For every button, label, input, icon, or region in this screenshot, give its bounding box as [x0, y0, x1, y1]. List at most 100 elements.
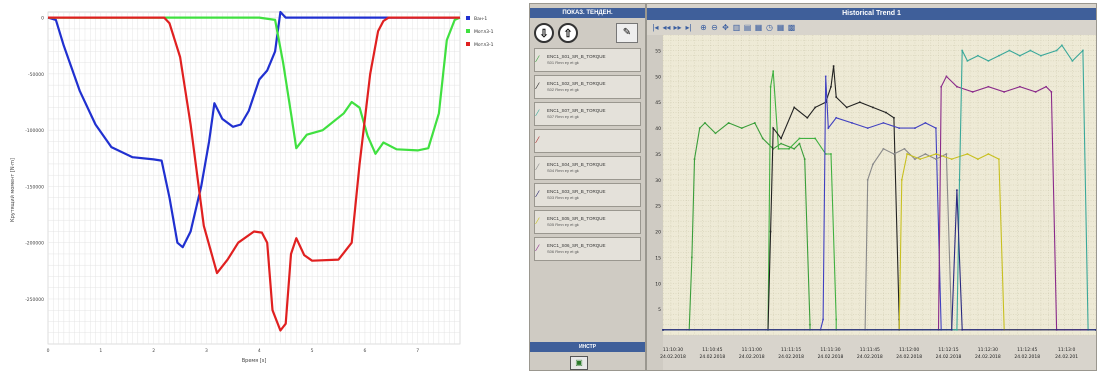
y-tick-label: 25: [655, 204, 661, 210]
tag-description: S04 Rmn ey et gk: [547, 168, 579, 173]
legend-label-motl-2: Мотл3-1: [474, 42, 494, 48]
trend-point: [769, 85, 772, 88]
trend-point: [1050, 91, 1053, 93]
historical-trend-window: ПОКАЗ. ТЕНДЕН. ⇩ ⇧ ✎ ⁄ ENC1_S01_SR_B_TORQ…: [529, 3, 1097, 371]
y-tick-label: 10: [655, 281, 661, 287]
trend-point: [1095, 329, 1096, 331]
ruler-icon[interactable]: ▥: [732, 23, 741, 32]
x-tick-date: 24.02.2018: [1014, 354, 1040, 360]
trend-point: [898, 127, 900, 129]
x-tick-time: 11:12:15: [938, 347, 958, 353]
tag-item[interactable]: ⁄ ENC1_S02_SR_B_TORQUE S02 Rmn ey et gk: [534, 75, 641, 99]
trend-point: [740, 127, 743, 129]
trend-point: [830, 85, 832, 88]
trend-title: Historical Trend 1: [647, 8, 1096, 20]
tag-item[interactable]: ⁄ ENC1_S04_SR_B_TORQUE S04 Rmn ey et gk: [534, 156, 641, 180]
pen-color-icon: ⁄: [537, 81, 539, 91]
zoom-in-icon[interactable]: ⊕: [700, 23, 707, 32]
legend-label-van-1: Ван-1: [474, 16, 487, 22]
tag-description: S07 Rmn ey et gk: [547, 114, 579, 119]
y-tick-label: 40: [655, 126, 661, 132]
trend-point: [956, 85, 958, 88]
trend-point: [814, 106, 817, 109]
trend-point: [906, 153, 908, 155]
trend-point: [956, 189, 958, 191]
trend-point: [885, 111, 887, 114]
trend-point: [950, 329, 953, 331]
scroll-down-button[interactable]: ⇩: [534, 23, 554, 43]
sidebar-title: ПОКАЗ. ТЕНДЕН.: [530, 8, 645, 18]
trend-point: [693, 158, 696, 160]
pan-icon[interactable]: ✥: [722, 23, 729, 32]
trend-point: [940, 85, 942, 88]
trend-point: [1071, 60, 1074, 62]
y-tick-label: 50: [655, 74, 661, 80]
tag-name: ENC1_S02_SR_B_TORQUE: [547, 81, 606, 86]
x-tick-time: 11:10:30: [663, 347, 683, 353]
trend-point: [1040, 54, 1042, 57]
x-tick-label: 5: [311, 348, 314, 354]
first-page-icon[interactable]: |◂: [652, 23, 659, 32]
pen-color-icon: ⁄: [537, 162, 539, 172]
trend-point: [935, 158, 937, 160]
last-page-icon[interactable]: ▸|: [685, 23, 692, 32]
trend-point: [1003, 91, 1005, 93]
legend-swatch-van-1: [466, 16, 470, 20]
trend-point: [714, 132, 717, 135]
trend-point: [924, 122, 927, 124]
tag-item[interactable]: ⁄ ENC1_S06_SR_B_TORQUE S06 Rmn ey et gk: [534, 237, 641, 261]
trend-point: [761, 137, 764, 140]
trend-point: [780, 142, 782, 145]
rewind-icon[interactable]: ◂◂: [662, 23, 671, 32]
trend-point: [793, 147, 796, 150]
arrow-down-icon: ⇩: [539, 27, 549, 40]
x-axis-label: Время [s]: [242, 358, 267, 364]
tag-item[interactable]: ⁄ ENC1_S05_SR_B_TORQUE S05 Rmn ey et gk: [534, 210, 641, 234]
tag-item[interactable]: ⁄ ENC1_S07_SR_B_TORQUE S07 Rmn ey et gk: [534, 102, 641, 126]
instruments-header: ИНСТР: [530, 342, 645, 352]
series-line-3: [48, 16, 460, 332]
tag-description: S03 Rmn ey et gk: [547, 195, 579, 200]
trend-point: [866, 179, 869, 181]
trend-point: [919, 158, 921, 160]
config-icon[interactable]: ▩: [787, 23, 796, 32]
x-tick-date: 24.02.2018: [975, 354, 1001, 360]
grid-icon[interactable]: ▦: [776, 23, 785, 32]
history-icon[interactable]: ◷: [766, 23, 773, 32]
tag-item[interactable]: ⁄ ENC1_S01_SR_B_TORQUE S01 Rmn ey et gk: [534, 48, 641, 72]
pen-settings-button[interactable]: ✎: [616, 23, 638, 43]
trend-point: [866, 127, 869, 129]
trend-point: [824, 153, 827, 155]
trend-point: [798, 137, 801, 140]
legend-swatch-motl-1: [466, 29, 470, 33]
x-tick-time: 11:12:00: [899, 347, 919, 353]
tag-item[interactable]: ⁄: [534, 129, 641, 153]
forward-icon[interactable]: ▸▸: [673, 23, 682, 32]
trend-point: [958, 179, 961, 181]
tag-name: ENC1_S07_SR_B_TORQUE: [547, 108, 606, 113]
zoom-out-icon[interactable]: ⊖: [711, 23, 718, 32]
x-tick-time: 11:12:30: [978, 347, 998, 353]
x-tick-time: 11:11:45: [860, 347, 880, 353]
tag-item[interactable]: ⁄ ENC1_S03_SR_B_TORQUE S03 Rmn ey et gk: [534, 183, 641, 207]
pen-color-icon: ⁄: [537, 54, 539, 64]
trend-point: [809, 323, 811, 326]
print-icon[interactable]: ▦: [754, 23, 763, 32]
instrument-icon-button[interactable]: ▣: [570, 356, 588, 370]
trend-point: [1061, 44, 1063, 47]
tag-name: ENC1_S03_SR_B_TORQUE: [547, 189, 606, 194]
table-icon[interactable]: ▤: [743, 23, 752, 32]
trend-point: [814, 137, 817, 140]
x-tick-label: 4: [258, 348, 261, 354]
tag-description: S01 Rmn ey et gk: [547, 60, 579, 65]
y-tick-label: 35: [655, 152, 661, 158]
trend-line: [663, 44, 1096, 331]
x-tick-date: 24.02.2018: [660, 354, 686, 360]
tag-name: ENC1_S04_SR_B_TORQUE: [547, 162, 606, 167]
x-tick-date: 24.02.2018: [739, 354, 765, 360]
trend-point: [882, 122, 885, 124]
scroll-up-button[interactable]: ⇧: [558, 23, 578, 43]
y-tick-label: 45: [655, 100, 661, 106]
chart-legend: Ван-1 Мотл3-1 Мотл3-1: [466, 16, 494, 48]
pen-color-icon: ⁄: [537, 216, 539, 226]
